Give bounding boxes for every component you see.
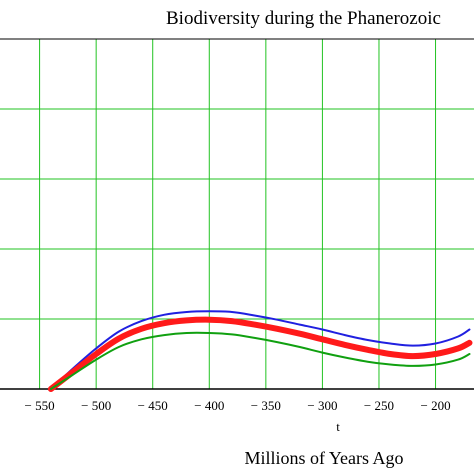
x-tick-label: − 350 [251, 398, 281, 413]
x-axis-label: Millions of Years Ago [244, 448, 403, 468]
x-tick-labels: 600− 550− 500− 450− 400− 350− 300− 250− … [25, 398, 451, 413]
grid-lines [0, 39, 474, 389]
series-line-3 [49, 331, 471, 390]
x-tick-label: − 450 [138, 398, 168, 413]
x-tick-label: − 550 [25, 398, 55, 413]
x-tick-label: − 200 [420, 398, 450, 413]
series-layer [47, 310, 473, 392]
series-line-1 [49, 310, 471, 390]
x-axis-variable: t [336, 419, 340, 434]
chart-title: Biodiversity during the Phanerozoic [166, 8, 441, 29]
x-tick-label: − 500 [81, 398, 111, 413]
series-line-2 [47, 316, 473, 392]
plot-frame [0, 38, 474, 390]
x-tick-label: − 300 [307, 398, 337, 413]
x-tick-label: − 400 [194, 398, 224, 413]
x-tick-label: − 250 [364, 398, 394, 413]
